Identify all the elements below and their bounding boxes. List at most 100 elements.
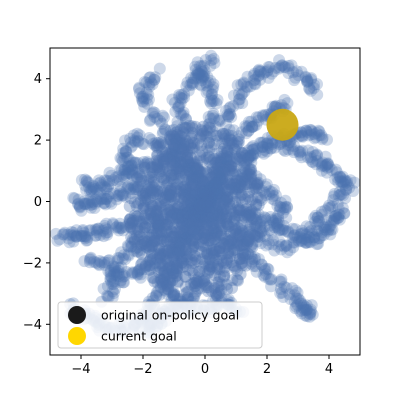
- trajectory-point: [275, 273, 288, 286]
- trajectory-point: [193, 275, 206, 288]
- trajectory-point: [295, 234, 308, 247]
- trajectory-point: [86, 198, 99, 211]
- trajectory-point: [246, 149, 259, 162]
- trajectory-point: [175, 233, 188, 246]
- trajectory-point: [131, 171, 144, 184]
- trajectory-point: [58, 228, 71, 241]
- trajectory-point: [303, 231, 316, 244]
- trajectory-point: [228, 260, 241, 273]
- trajectory-point: [69, 229, 81, 242]
- trajectory-point: [233, 239, 246, 252]
- trajectory-point: [327, 215, 340, 228]
- trajectory-point: [185, 189, 198, 202]
- trajectory-point: [186, 142, 199, 155]
- trajectory-point: [200, 151, 213, 164]
- trajectory-point: [72, 198, 85, 211]
- trajectory-point: [219, 173, 232, 186]
- trajectory-point: [305, 155, 318, 168]
- trajectory-point: [335, 188, 348, 201]
- trajectory-point: [308, 78, 320, 91]
- trajectory-point: [188, 290, 201, 303]
- trajectory-point: [166, 246, 179, 259]
- trajectory-point: [168, 250, 180, 263]
- trajectory-point: [133, 87, 146, 100]
- trajectory-point: [265, 280, 278, 293]
- trajectory-point: [225, 237, 238, 250]
- trajectory-point: [151, 233, 164, 246]
- trajectory-point: [167, 172, 180, 185]
- trajectory-point: [112, 170, 125, 183]
- trajectory-point: [127, 222, 140, 235]
- trajectory-point: [153, 242, 166, 255]
- trajectory-point: [147, 168, 160, 181]
- trajectory-point: [315, 157, 328, 170]
- trajectory-point: [166, 146, 179, 159]
- trajectory-point: [208, 229, 221, 242]
- trajectory-point: [186, 122, 199, 135]
- trajectory-point: [93, 187, 106, 200]
- trajectory-point: [187, 174, 200, 187]
- trajectory-point: [201, 190, 214, 203]
- trajectory-point: [169, 146, 182, 159]
- trajectory-point: [238, 159, 251, 172]
- trajectory-point: [244, 203, 257, 216]
- trajectory-point: [182, 193, 195, 206]
- trajectory-point: [195, 211, 208, 224]
- trajectory-point: [208, 213, 221, 226]
- trajectory-point: [222, 176, 235, 188]
- trajectory-point: [226, 208, 239, 221]
- trajectory-point: [88, 202, 101, 214]
- trajectory-point: [222, 129, 235, 142]
- trajectory-point: [116, 268, 129, 281]
- trajectory-point: [233, 226, 246, 239]
- trajectory-point: [89, 223, 102, 236]
- trajectory-point: [153, 165, 166, 178]
- trajectory-point: [310, 158, 323, 171]
- trajectory-point: [148, 181, 161, 194]
- trajectory-point: [97, 192, 110, 205]
- trajectory-point: [190, 206, 203, 219]
- trajectory-point: [244, 209, 257, 222]
- trajectory-point: [267, 234, 279, 247]
- trajectory-point: [165, 183, 178, 196]
- trajectory-point: [185, 71, 198, 84]
- trajectory-point: [184, 78, 197, 91]
- trajectory-point: [188, 202, 201, 215]
- trajectory-point: [189, 189, 202, 201]
- trajectory-point: [215, 197, 228, 210]
- trajectory-point: [140, 185, 153, 198]
- trajectory-point: [276, 224, 289, 237]
- trajectory-point: [146, 228, 159, 241]
- trajectory-point: [204, 196, 217, 209]
- trajectory-point: [110, 221, 123, 234]
- trajectory-point: [192, 205, 205, 218]
- trajectory-point: [233, 130, 245, 143]
- trajectory-point: [216, 163, 229, 176]
- trajectory-point: [238, 252, 251, 265]
- trajectory-point: [193, 165, 206, 178]
- trajectory-point: [245, 173, 258, 185]
- trajectory-point: [242, 124, 255, 137]
- trajectory-point: [163, 261, 176, 274]
- trajectory-point: [214, 270, 226, 283]
- trajectory-point: [141, 157, 154, 170]
- trajectory-point: [94, 192, 107, 205]
- goal-layer: [266, 108, 299, 141]
- trajectory-point: [187, 194, 200, 207]
- trajectory-point: [139, 194, 152, 207]
- trajectory-point: [165, 190, 178, 203]
- trajectory-point: [168, 230, 181, 243]
- trajectory-point: [264, 142, 277, 155]
- trajectory-point: [199, 197, 212, 210]
- trajectory-point: [128, 233, 141, 246]
- trajectory-point: [67, 235, 80, 248]
- trajectory-point: [155, 232, 168, 245]
- trajectory-point: [149, 136, 162, 149]
- trajectory-point: [252, 199, 265, 211]
- trajectory-point: [202, 136, 215, 149]
- trajectory-point: [221, 184, 234, 196]
- trajectory-point: [215, 224, 228, 237]
- trajectory-point: [196, 199, 209, 212]
- trajectory-point: [287, 146, 300, 159]
- trajectory-point: [106, 291, 119, 304]
